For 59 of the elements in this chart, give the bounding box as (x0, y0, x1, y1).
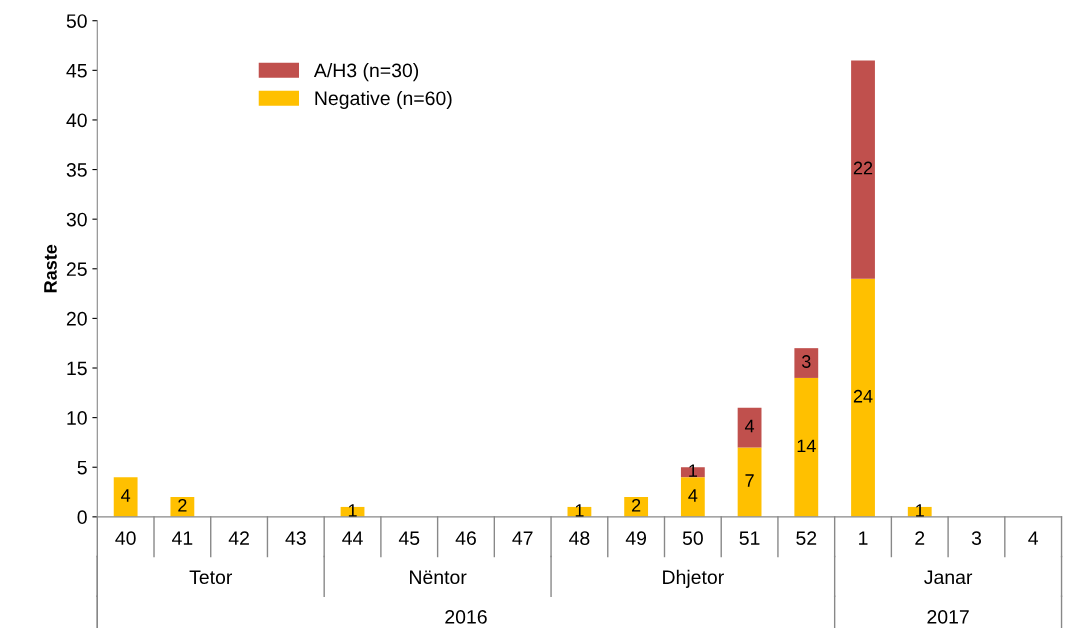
x-tick-label: 43 (285, 531, 306, 546)
x-tick-label: 4 (1028, 531, 1039, 545)
bar (851, 60, 875, 279)
data-label: 4 (121, 489, 131, 502)
x-tick-label: 48 (569, 531, 590, 546)
x-tick-label: 1 (859, 531, 868, 545)
x-tick-label: 47 (512, 531, 533, 545)
x-tick-label: 52 (796, 531, 817, 546)
y-tick-label: 50 (66, 14, 87, 28)
data-label: 1 (916, 504, 924, 517)
x-tick-label: 50 (682, 531, 703, 546)
data-label: 4 (688, 489, 698, 502)
legend-label: Negative (n=60) (315, 90, 452, 109)
text: Dhjetor (663, 569, 724, 588)
text: Nëntor (410, 570, 467, 585)
y-tick-label: 15 (67, 361, 87, 376)
y-axis-title: Raste (44, 244, 57, 293)
y-tick-label: 30 (66, 212, 87, 227)
x-tick-label: 42 (228, 531, 249, 545)
bar (737, 447, 762, 517)
y-tick-label: 5 (77, 460, 87, 475)
text: 2016 (445, 610, 487, 624)
text: 2017 (927, 610, 969, 624)
text: Janar (924, 570, 973, 585)
bar (794, 377, 819, 517)
y-tick-label: 20 (66, 311, 87, 326)
x-tick-label: 46 (455, 531, 476, 546)
y-tick-label: 45 (66, 64, 87, 78)
x-tick-label: 2 (915, 531, 925, 545)
x-tick-label: 44 (342, 531, 363, 545)
x-tick-label: 40 (115, 531, 136, 546)
bar (680, 477, 705, 517)
x-tick-label: 45 (398, 531, 420, 546)
y-tick-label: 25 (66, 262, 87, 277)
data-label: 1 (689, 464, 697, 477)
y-tick-label: 10 (67, 411, 87, 425)
data-label: 1 (348, 504, 357, 517)
data-label: 24 (853, 389, 873, 403)
text: Tetor (189, 570, 233, 585)
data-label: 3 (801, 355, 811, 368)
y-tick-label: 35 (66, 163, 87, 177)
data-label: 7 (745, 474, 754, 487)
data-label: 4 (744, 419, 755, 433)
x-tick-label: 41 (172, 531, 193, 545)
legend-label: A/H3 (n=30) (313, 63, 419, 82)
data-label: 2 (632, 498, 641, 512)
bar (737, 407, 762, 448)
bar (851, 278, 875, 517)
y-tick-label: 0 (77, 510, 87, 525)
y-tick-label: 40 (66, 113, 87, 128)
x-tick-label: 51 (739, 531, 760, 546)
bar (794, 348, 819, 378)
data-label: 2 (178, 498, 187, 512)
x-tick-label: 3 (971, 531, 982, 546)
bar (113, 477, 138, 517)
data-label: 22 (853, 161, 873, 175)
data-label: 14 (797, 439, 816, 453)
x-tick-label: 49 (625, 531, 647, 546)
data-label: 1 (575, 504, 584, 517)
